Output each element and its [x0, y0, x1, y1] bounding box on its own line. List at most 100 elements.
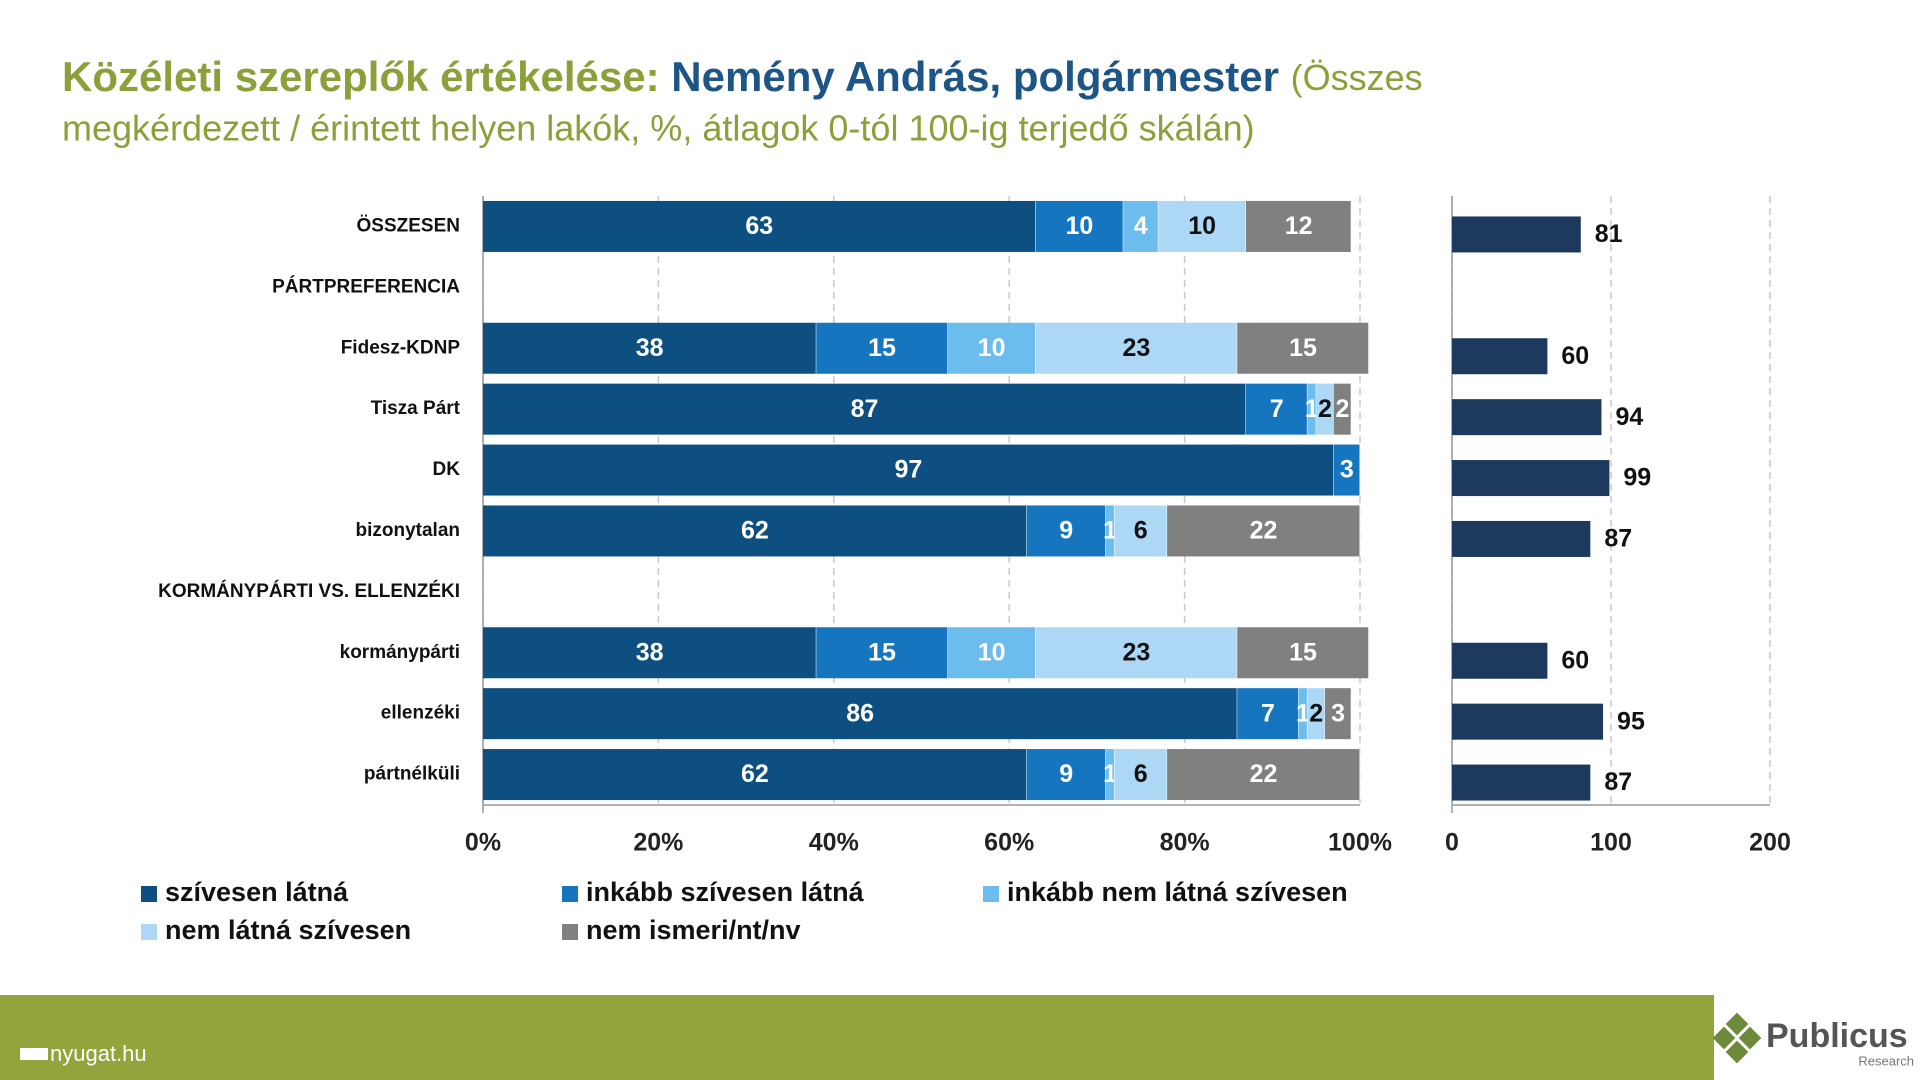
- value-label: 2: [1336, 395, 1350, 423]
- legend-label: inkább nem látná szívesen: [1007, 877, 1348, 907]
- value-label: 15: [1289, 334, 1317, 362]
- value-label: 60: [1561, 646, 1589, 674]
- value-label: 6: [1134, 517, 1148, 545]
- bar-segment: [1307, 688, 1325, 740]
- bar-segment: [483, 322, 817, 374]
- value-label: 38: [636, 334, 664, 362]
- logo-icon: [1712, 1012, 1762, 1064]
- value-label: 62: [741, 517, 769, 545]
- value-label: 9: [1059, 760, 1073, 788]
- value-label: 9: [1059, 517, 1073, 545]
- y-tick-label: bizonytalan: [355, 520, 460, 541]
- bar-segment: [1237, 688, 1299, 740]
- value-label: 63: [745, 212, 773, 240]
- bar-segment: [483, 200, 1036, 252]
- title-prefix: Közéleti szereplők értékelése:: [62, 53, 660, 100]
- legend-label: szívesen látná: [165, 877, 349, 907]
- bar-segment: [1316, 383, 1334, 435]
- bar-segment: [1167, 749, 1360, 801]
- bar-segment: [1245, 383, 1308, 435]
- logo-sub: Research: [1858, 1053, 1914, 1068]
- legend-label: nem ismeri/nt/nv: [586, 915, 801, 945]
- value-label: 4: [1134, 212, 1148, 240]
- value-label: 87: [1604, 525, 1632, 553]
- value-label: 1: [1296, 699, 1310, 727]
- value-label: 7: [1261, 699, 1275, 727]
- value-label: 6: [1134, 760, 1148, 788]
- subtitle: megkérdezett / érintett helyen lakók, %,…: [62, 108, 1255, 149]
- y-tick-label: Tisza Párt: [371, 398, 461, 419]
- value-label: 15: [1289, 638, 1317, 666]
- x-tick-label: 0: [1445, 829, 1459, 857]
- x-tick-label: 200: [1749, 829, 1791, 857]
- value-label: 10: [978, 638, 1006, 666]
- y-tick-label: KORMÁNYPÁRTI VS. ELLENZÉKI: [158, 580, 460, 602]
- bar: [1452, 703, 1604, 740]
- bar-segment: [1245, 200, 1352, 252]
- value-label: 81: [1595, 220, 1623, 248]
- legend-swatch: [141, 886, 157, 902]
- bar-segment: [483, 688, 1238, 740]
- legend-swatch: [141, 924, 157, 940]
- source: nyugat.hu: [50, 1041, 147, 1066]
- y-tick-label: Fidesz-KDNP: [341, 337, 461, 358]
- legend-swatch: [983, 886, 999, 902]
- bar-segment: [816, 627, 948, 679]
- bar-segment: [483, 627, 817, 679]
- x-tick-label: 80%: [1160, 829, 1210, 857]
- bar-segment: [483, 749, 1027, 801]
- y-tick-label: pártnélküli: [364, 764, 460, 785]
- bar: [1452, 642, 1548, 679]
- bar-segment: [1307, 383, 1317, 435]
- x-tick-label: 0%: [465, 829, 501, 857]
- bar-segment: [1237, 627, 1369, 679]
- bar-segment: [1035, 627, 1238, 679]
- bar-segment: [1026, 749, 1106, 801]
- value-label: 12: [1285, 212, 1313, 240]
- y-tick-label: PÁRTPREFERENCIA: [272, 275, 460, 297]
- value-label: 87: [851, 395, 879, 423]
- legend-label: inkább szívesen látná: [586, 877, 865, 907]
- value-label: 95: [1617, 707, 1645, 735]
- x-tick-label: 100%: [1328, 829, 1392, 857]
- value-label: 1: [1305, 395, 1319, 423]
- bar-segment: [1035, 322, 1238, 374]
- value-label: 62: [741, 760, 769, 788]
- value-label: 94: [1615, 403, 1643, 431]
- bar-segment: [1114, 505, 1168, 557]
- value-label: 60: [1561, 342, 1589, 370]
- value-label: 99: [1623, 464, 1651, 492]
- bar-segment: [1158, 200, 1246, 252]
- y-tick-label: ÖSSZESEN: [357, 215, 460, 236]
- bar-segment: [1167, 505, 1360, 557]
- value-label: 23: [1122, 334, 1150, 362]
- value-label: 10: [1188, 212, 1216, 240]
- value-label: 10: [978, 334, 1006, 362]
- bar: [1452, 520, 1591, 557]
- y-tick-label: ellenzéki: [381, 703, 460, 724]
- value-label: 87: [1604, 768, 1632, 796]
- y-tick-label: kormánypárti: [340, 642, 460, 663]
- title-note: (Összes: [1291, 57, 1423, 98]
- y-tick-label: DK: [433, 459, 461, 480]
- footer-band: [0, 995, 1714, 1080]
- x-tick-label: 40%: [809, 829, 859, 857]
- x-tick-label: 20%: [633, 829, 683, 857]
- value-label: 2: [1309, 699, 1323, 727]
- bar-segment: [1298, 688, 1308, 740]
- value-label: 38: [636, 638, 664, 666]
- value-label: 2: [1318, 395, 1332, 423]
- value-label: 15: [868, 638, 896, 666]
- bar-segment: [1026, 505, 1106, 557]
- value-label: 1: [1103, 517, 1117, 545]
- bar-segment: [947, 627, 1036, 679]
- legend-label: nem látná szívesen: [165, 915, 411, 945]
- title: Közéleti szereplők értékelése: Nemény An…: [62, 53, 1423, 100]
- bar-segment: [816, 322, 948, 374]
- bar: [1452, 338, 1548, 375]
- bar-segment: [1324, 688, 1352, 740]
- x-tick-label: 100: [1590, 829, 1632, 857]
- bar-segment: [483, 505, 1027, 557]
- bar: [1452, 216, 1581, 253]
